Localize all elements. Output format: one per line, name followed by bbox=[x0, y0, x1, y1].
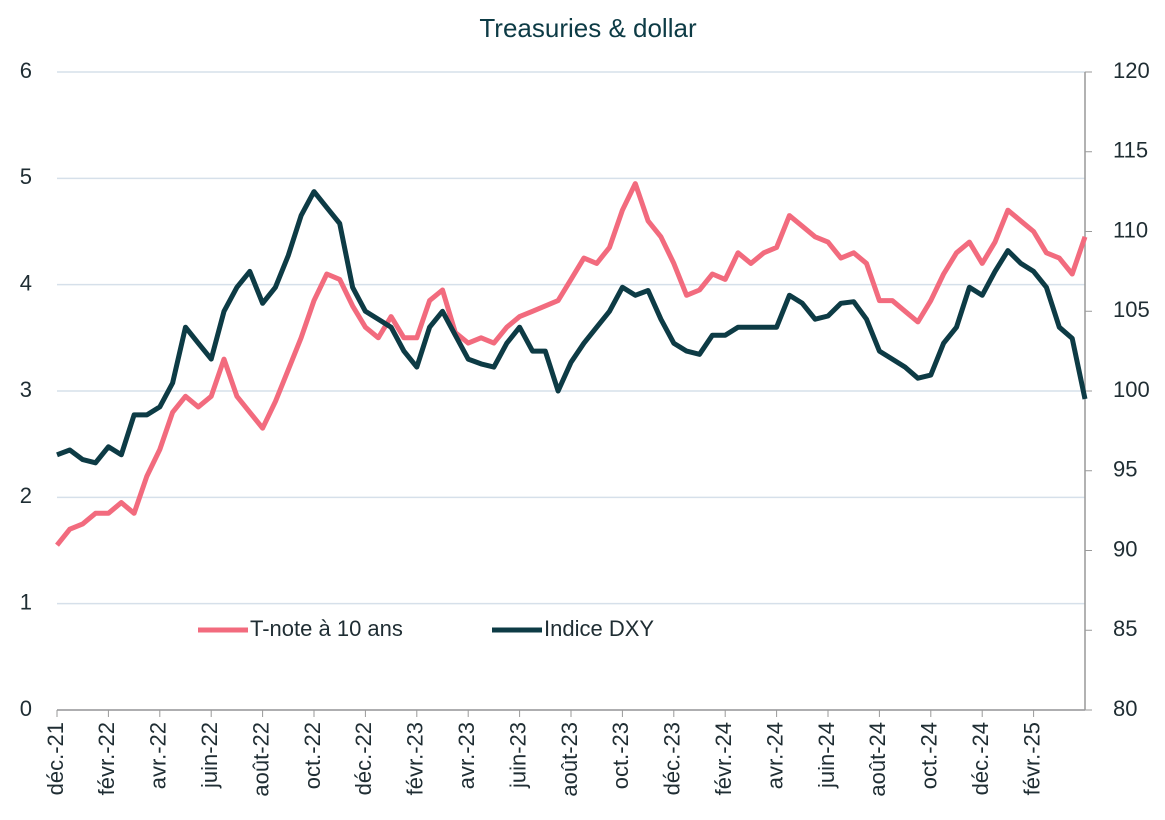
y2-tick-label: 115 bbox=[1113, 138, 1148, 163]
x-tick-label: févr.-22 bbox=[94, 722, 119, 795]
x-tick-label: oct.-23 bbox=[608, 722, 633, 789]
y2-tick-label: 105 bbox=[1113, 297, 1150, 322]
y2-tick-label: 110 bbox=[1113, 217, 1148, 242]
x-tick-label: déc.-21 bbox=[43, 722, 68, 795]
x-tick-label: févr.-23 bbox=[403, 722, 428, 795]
y-tick-label: 4 bbox=[20, 270, 32, 295]
y2-tick-label: 95 bbox=[1113, 457, 1137, 482]
y-tick-label: 1 bbox=[20, 589, 32, 614]
x-tick-label: juin-22 bbox=[197, 722, 222, 789]
legend-label: Indice DXY bbox=[544, 616, 654, 641]
x-tick-label: déc.-24 bbox=[968, 722, 993, 795]
x-tick-label: avr.-24 bbox=[762, 722, 787, 789]
x-tick-label: oct.-24 bbox=[917, 722, 942, 789]
x-tick-label: févr.-24 bbox=[711, 722, 736, 795]
y2-tick-label: 80 bbox=[1113, 696, 1137, 721]
y2-tick-label: 90 bbox=[1113, 536, 1137, 561]
x-tick-label: août-23 bbox=[557, 722, 582, 797]
x-tick-label: août-22 bbox=[248, 722, 273, 797]
x-tick-label: avr.-23 bbox=[454, 722, 479, 789]
x-tick-label: juin-24 bbox=[814, 722, 839, 789]
x-tick-label: août-24 bbox=[865, 722, 890, 797]
series-line bbox=[56, 189, 1088, 466]
x-tick-label: oct.-22 bbox=[300, 722, 325, 789]
x-tick-label: juin-23 bbox=[505, 722, 530, 789]
series-line bbox=[55, 181, 1088, 547]
y-tick-label: 6 bbox=[20, 58, 32, 83]
x-tick-label: févr.-25 bbox=[1019, 722, 1044, 795]
y2-tick-label: 120 bbox=[1113, 58, 1150, 83]
y-tick-label: 2 bbox=[20, 483, 32, 508]
y2-tick-label: 85 bbox=[1113, 616, 1137, 641]
y-tick-label: 5 bbox=[20, 164, 32, 189]
x-tick-label: déc.-22 bbox=[351, 722, 376, 795]
y-tick-label: 0 bbox=[20, 696, 32, 721]
chart-title: Treasuries & dollar bbox=[479, 13, 697, 43]
legend-label: T-note à 10 ans bbox=[250, 616, 403, 641]
x-tick-label: déc.-23 bbox=[660, 722, 685, 795]
x-tick-label: avr.-22 bbox=[146, 722, 171, 789]
y2-tick-label: 100 bbox=[1113, 377, 1150, 402]
y-tick-label: 3 bbox=[20, 377, 32, 402]
